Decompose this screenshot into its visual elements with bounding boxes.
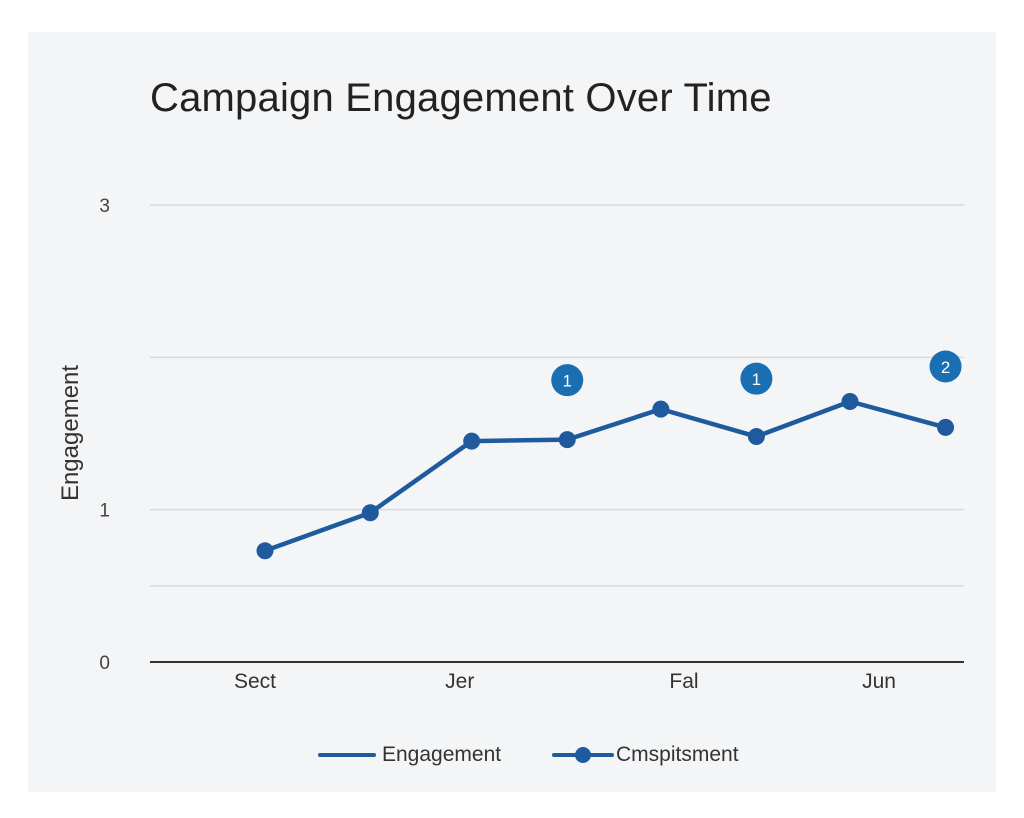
legend: Engagement Cmspitsment bbox=[0, 738, 1024, 772]
x-tick-label: Jun bbox=[862, 670, 896, 693]
data-point bbox=[463, 432, 481, 450]
legend-label: Engagement bbox=[382, 743, 502, 766]
legend-item-engagement: Engagement bbox=[318, 738, 501, 772]
annotation-badge bbox=[740, 362, 773, 395]
annotation-label: 1 bbox=[563, 372, 572, 391]
legend-label: Cmspitsment bbox=[616, 743, 739, 766]
x-tick-label: Sect bbox=[234, 670, 276, 693]
annotation-label: 2 bbox=[941, 358, 950, 377]
y-tick-label: 3 bbox=[99, 196, 110, 217]
data-point bbox=[256, 542, 274, 560]
data-point bbox=[361, 504, 379, 522]
series-line bbox=[262, 399, 948, 554]
x-tick-label: Fal bbox=[669, 670, 698, 693]
annotation-badge bbox=[551, 364, 584, 397]
legend-line-marker bbox=[318, 753, 376, 757]
data-point bbox=[937, 418, 955, 436]
legend-line-dot-marker bbox=[552, 747, 614, 763]
y-axis-label: Engagement bbox=[57, 365, 84, 501]
x-tick-label: Jer bbox=[445, 670, 474, 693]
data-point bbox=[747, 428, 765, 446]
data-point bbox=[841, 393, 859, 411]
annotation-badge bbox=[929, 350, 962, 383]
data-point bbox=[652, 400, 670, 418]
chart-title: Campaign Engagement Over Time bbox=[150, 76, 772, 120]
chart-panel bbox=[28, 32, 996, 792]
y-tick-label: 1 bbox=[99, 501, 110, 522]
data-point bbox=[558, 431, 576, 449]
legend-item-second: Cmspitsment bbox=[552, 738, 739, 772]
y-tick-label: 0 bbox=[99, 653, 110, 674]
annotation-label: 1 bbox=[752, 370, 761, 389]
